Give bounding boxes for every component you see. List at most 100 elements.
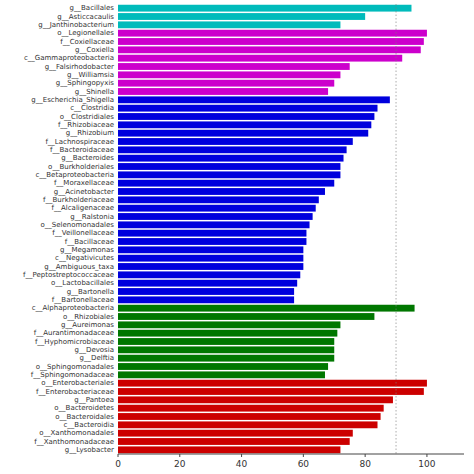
bar (118, 121, 371, 128)
category-label: g__Pantoea (74, 396, 114, 404)
bar (118, 5, 411, 12)
bar (118, 305, 415, 312)
category-label: g__Coxiella (75, 46, 114, 54)
category-label: g__Williamsia (67, 71, 114, 79)
category-label: f__Rhizobiaceae (58, 121, 114, 129)
category-label: g__Rhizobium (66, 129, 114, 137)
category-label: o__Clostridiales (60, 113, 115, 121)
category-label: f__Moraxellaceae (54, 179, 114, 187)
bar (118, 330, 337, 337)
x-tick (303, 454, 304, 457)
category-label: g__Aureimonas (61, 321, 114, 329)
category-label: c__Alphaproteobacteria (32, 304, 114, 312)
bar (118, 221, 310, 228)
category-label: o__Bacteroidales (55, 413, 114, 421)
bar (118, 146, 347, 153)
category-label: g__Bacillales (70, 4, 115, 12)
reference-line (396, 4, 397, 454)
bar (118, 296, 294, 303)
bar (118, 13, 365, 20)
category-label: g__Shinella (75, 88, 114, 96)
x-tick (241, 454, 242, 457)
bar (118, 280, 297, 287)
bar (118, 38, 424, 45)
category-label: g__Escherichia_Shigella (31, 96, 114, 104)
category-label: o__Rhizobiales (63, 313, 114, 321)
category-label: c__Betaproteobacteria (35, 171, 114, 179)
bar (118, 338, 334, 345)
bar (118, 130, 368, 137)
bar (118, 105, 378, 112)
category-label: g__Lysobacter (65, 446, 114, 454)
bar (118, 171, 340, 178)
bars (118, 4, 427, 454)
bar (118, 263, 303, 270)
category-label: g__Asticcacaulis (57, 13, 114, 21)
category-label: o__Legionellales (57, 29, 114, 37)
category-label: o__Bacteroidetes (54, 404, 114, 412)
bar (118, 396, 393, 403)
category-label: g__Devosia (75, 346, 114, 354)
bar (118, 388, 424, 395)
bar (118, 321, 340, 328)
bar (118, 163, 340, 170)
bar (118, 230, 306, 237)
x-tick (426, 454, 427, 457)
x-tick (365, 454, 366, 457)
category-label: g__Bacteroides (61, 154, 114, 162)
category-label: f__Sphingomonadaceae (31, 371, 114, 379)
bar (118, 438, 350, 445)
bar (118, 180, 334, 187)
x-tick-label: 20 (174, 459, 186, 469)
bar (118, 113, 374, 120)
category-label: c__Clostridia (70, 104, 114, 112)
category-label: g__Sphingopyxis (56, 79, 115, 87)
bar (118, 80, 334, 87)
category-label: o__Lactobacillales (51, 279, 114, 287)
x-tick-label: 80 (359, 459, 371, 469)
category-label: g__Delftia (80, 354, 114, 362)
chart: g__Bacillalesg__Asticcacaulisg__Janthino… (0, 0, 474, 474)
category-label: o__Sphingomonadales (36, 363, 115, 371)
bar (118, 405, 384, 412)
category-label: f__Alcaligenaceae (52, 204, 114, 212)
bar (118, 255, 303, 262)
bar (118, 63, 350, 70)
bar (118, 246, 303, 253)
bar (118, 138, 353, 145)
category-label: c__Bacteroidia (64, 421, 114, 429)
bar (118, 363, 328, 370)
bar (118, 446, 340, 453)
category-label: f__Coxiellaceae (60, 38, 114, 46)
bar (118, 21, 340, 28)
bar (118, 313, 374, 320)
x-axis: 020406080100 (115, 454, 464, 469)
category-label: g__Falsirhodobacter (45, 63, 114, 71)
x-tick (118, 454, 119, 457)
x-tick-label: 60 (298, 459, 310, 469)
bar (118, 55, 402, 62)
bar (118, 188, 325, 195)
x-tick-label: 40 (236, 459, 248, 469)
bar (118, 288, 294, 295)
bar (118, 96, 390, 103)
category-label: f__Bacillaceae (65, 238, 114, 246)
category-label: o__Burkholderiales (48, 163, 114, 171)
category-label: c__Gammaproteobacteria (24, 54, 114, 62)
bar (118, 355, 334, 362)
category-label: g__Ambiguous_taxa (44, 263, 114, 271)
category-label: g__Bartonella (67, 288, 114, 296)
bar (118, 346, 334, 353)
category-label: f__Veillonellaceae (52, 229, 114, 237)
category-label: g__Ralstonia (70, 213, 114, 221)
category-label: o__Xanthomonadales (39, 429, 114, 437)
bar (118, 46, 421, 53)
category-label: f__Burkholderiaceae (43, 196, 114, 204)
bar (118, 30, 427, 37)
x-axis-line (118, 454, 464, 455)
category-label: g__Janthinobacterium (38, 21, 114, 29)
bar (118, 213, 313, 220)
bar (118, 413, 381, 420)
bar (118, 196, 319, 203)
category-label: f__Peptostreptococcaceae (23, 271, 114, 279)
